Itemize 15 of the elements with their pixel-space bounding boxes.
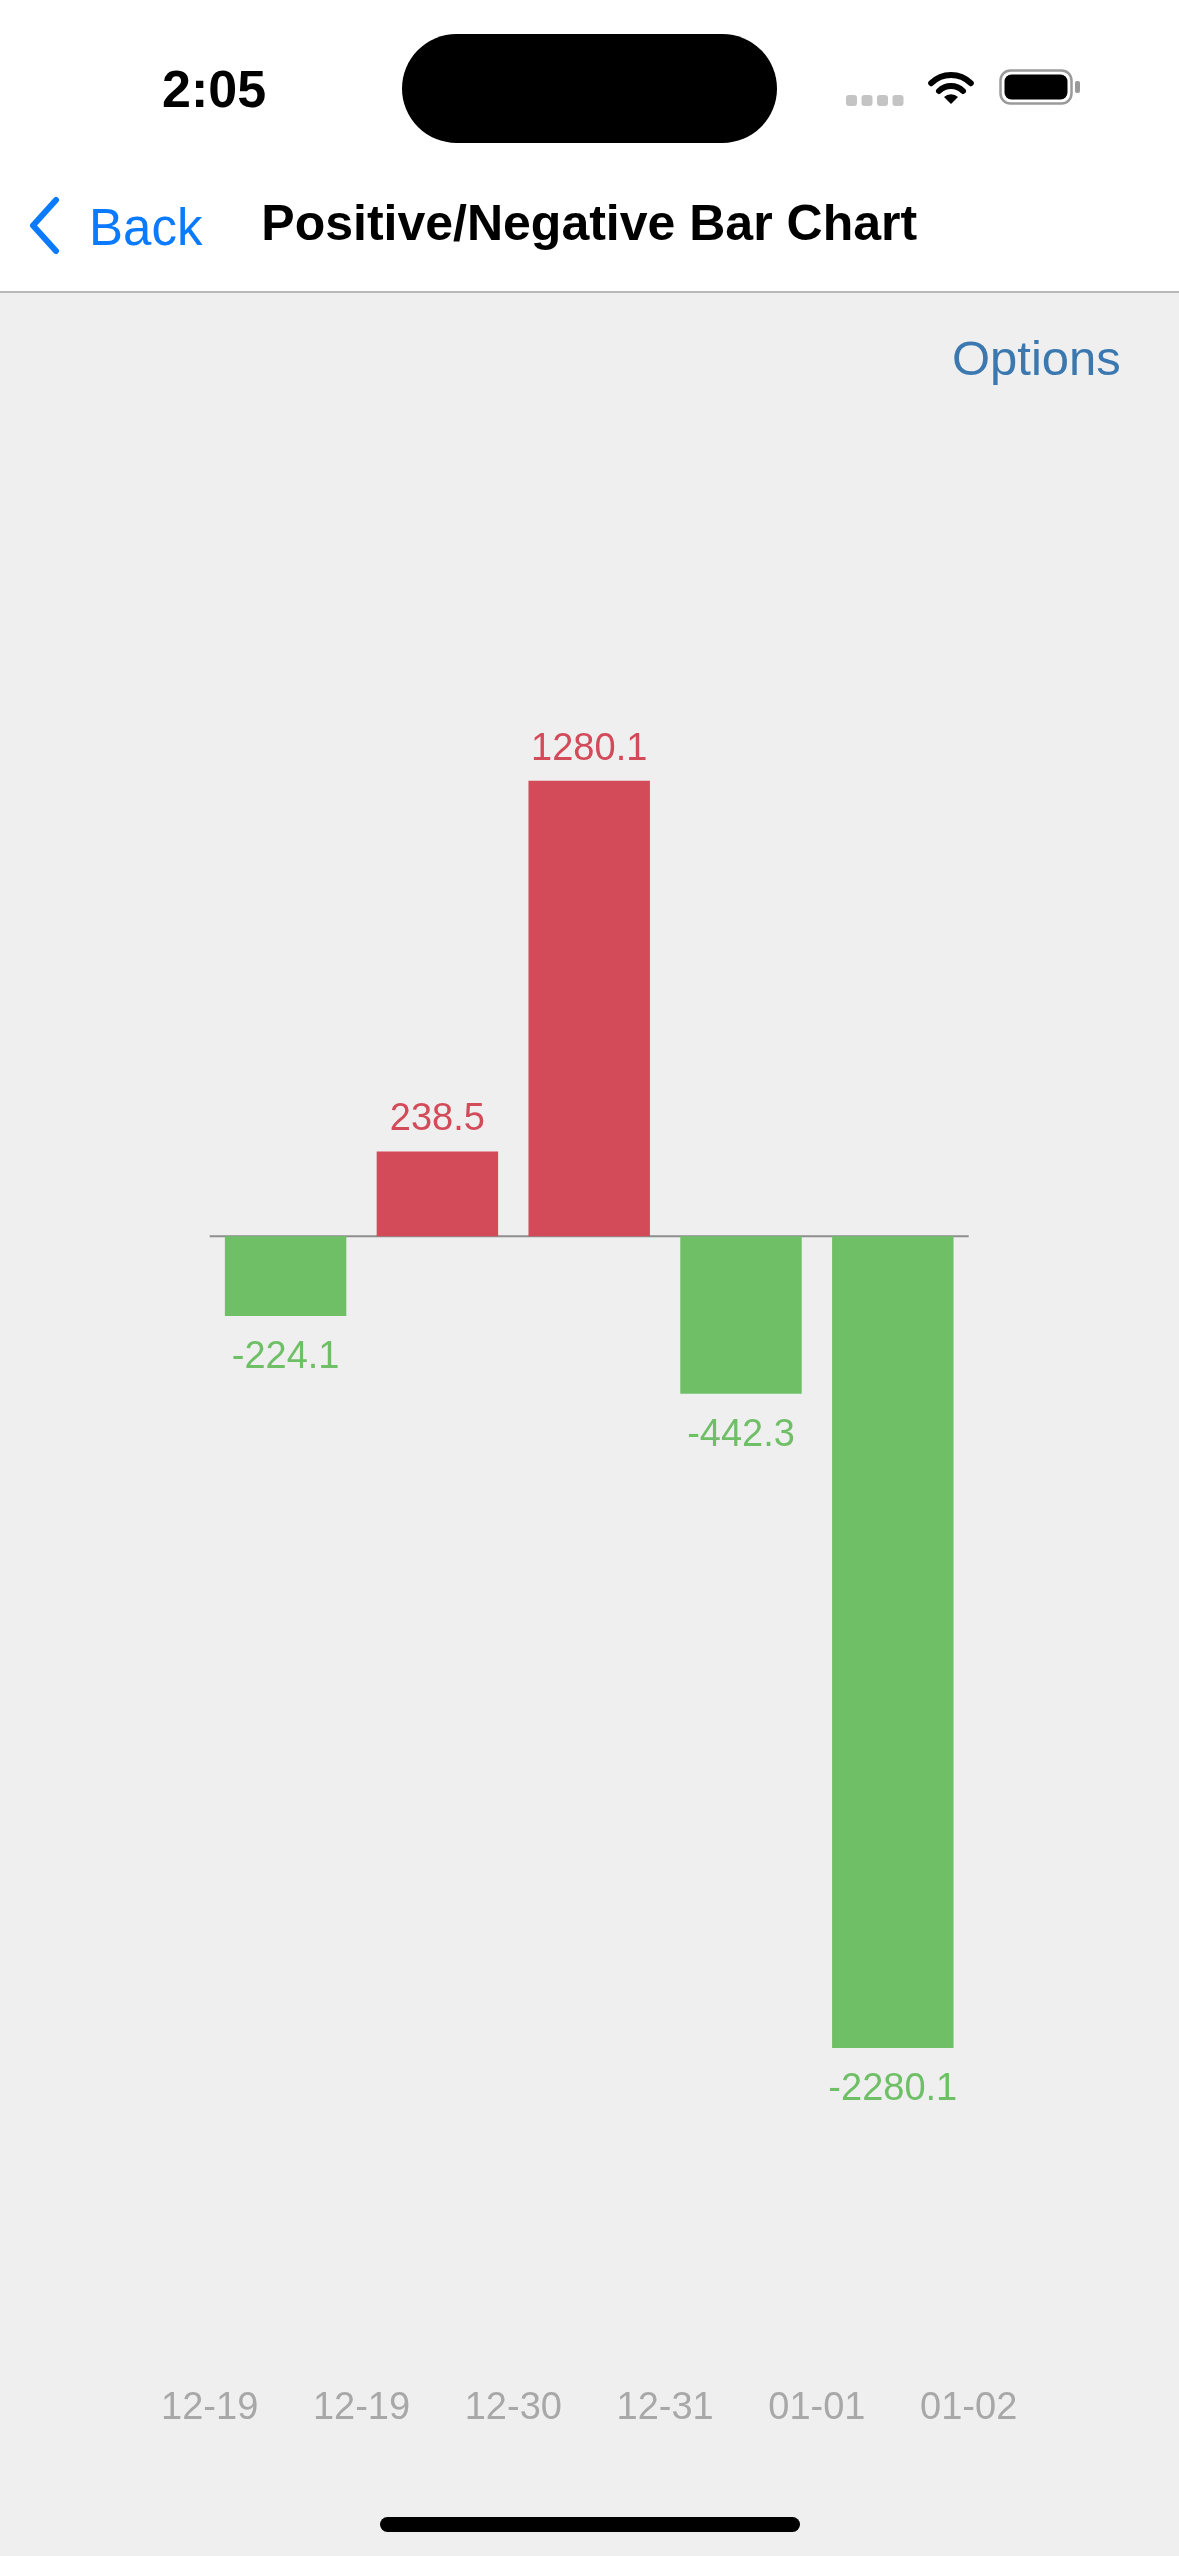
status-time: 2:05 xyxy=(162,63,267,116)
data-label: -2280.1 xyxy=(828,2066,958,2108)
x-tick-label: 12-19 xyxy=(312,2385,411,2428)
x-tick-label: 01-01 xyxy=(768,2385,866,2428)
back-label: Back xyxy=(89,201,203,253)
options-label: Options xyxy=(952,334,1121,384)
x-tick-label: 01-02 xyxy=(920,2385,1018,2428)
data-label: -224.1 xyxy=(231,1334,340,1377)
x-tick-label: 12-30 xyxy=(464,2385,562,2428)
data-label: -442.3 xyxy=(687,1411,795,1454)
chart-title: Positive/Negative Bar Chart xyxy=(261,194,918,251)
data-label: 238.5 xyxy=(389,1096,485,1139)
x-tick-label: 12-31 xyxy=(616,2385,714,2428)
x-tick-label: 12-19 xyxy=(161,2385,259,2428)
data-label: 1280.1 xyxy=(531,725,648,768)
